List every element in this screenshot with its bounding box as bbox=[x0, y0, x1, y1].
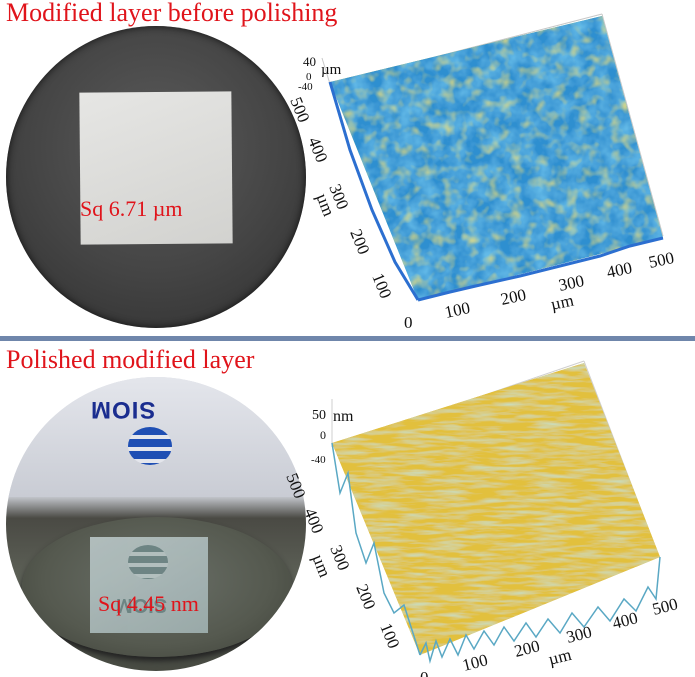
x-tick: 0 bbox=[420, 668, 429, 677]
x-unit: µm bbox=[549, 291, 575, 314]
y-tick: 200 bbox=[346, 226, 373, 257]
x-tick: 300 bbox=[557, 271, 586, 295]
x-tick: 0 bbox=[404, 313, 413, 332]
y-tick: 400 bbox=[304, 134, 331, 165]
sample-photo-polished: SIOM SIOM bbox=[6, 377, 306, 671]
x-tick: 200 bbox=[499, 285, 528, 309]
x-tick: 100 bbox=[460, 650, 489, 675]
panel-title: Modified layer before polishing bbox=[6, 0, 338, 27]
z-tick: 0 bbox=[320, 428, 326, 442]
sq-value-label: Sq 6.71 µm bbox=[80, 196, 183, 221]
z-tick: 50 bbox=[312, 408, 326, 423]
y-tick: 100 bbox=[368, 270, 395, 301]
surface-plot-rough: 40 µm 0 -40 500 400 300 200 100 µm 0 100… bbox=[286, 13, 676, 332]
reflected-emblem bbox=[128, 545, 168, 579]
x-tick: 400 bbox=[605, 258, 634, 282]
y-tick: 200 bbox=[352, 581, 379, 612]
logo-emblem bbox=[128, 427, 172, 465]
surface-plot-polished: 50 nm 0 -40 500 400 300 200 100 µm 0 100… bbox=[282, 360, 680, 677]
x-tick: 500 bbox=[647, 248, 676, 272]
z-tick: 0 bbox=[306, 71, 312, 83]
x-tick: 100 bbox=[443, 298, 472, 322]
sample-photo-rough bbox=[6, 26, 306, 328]
x-tick: 400 bbox=[610, 608, 639, 633]
surface-front-edge bbox=[419, 556, 661, 664]
z-unit: nm bbox=[333, 408, 354, 425]
z-tick: -40 bbox=[311, 454, 326, 466]
x-unit: µm bbox=[546, 645, 573, 669]
z-tick: -40 bbox=[298, 81, 313, 93]
z-tick: 40 bbox=[303, 54, 316, 69]
y-tick: 400 bbox=[300, 505, 327, 536]
sq-value-label: Sq 4.45 nm bbox=[98, 591, 199, 616]
x-tick: 200 bbox=[512, 636, 541, 661]
panel-divider bbox=[0, 336, 695, 341]
surface-front-edge bbox=[417, 236, 664, 302]
panel-title: Polished modified layer bbox=[6, 345, 255, 374]
z-unit: µm bbox=[321, 62, 342, 78]
y-tick: 500 bbox=[282, 470, 309, 501]
panel-polished: SIOM SIOM Sq 4.45 nm bbox=[0, 343, 695, 677]
panel-before-polishing: Sq 6.71 µm bbox=[0, 0, 695, 335]
polished-square: SIOM bbox=[90, 537, 208, 633]
y-tick: 500 bbox=[286, 94, 313, 125]
x-tick: 300 bbox=[564, 622, 593, 647]
y-tick: 100 bbox=[376, 620, 403, 651]
